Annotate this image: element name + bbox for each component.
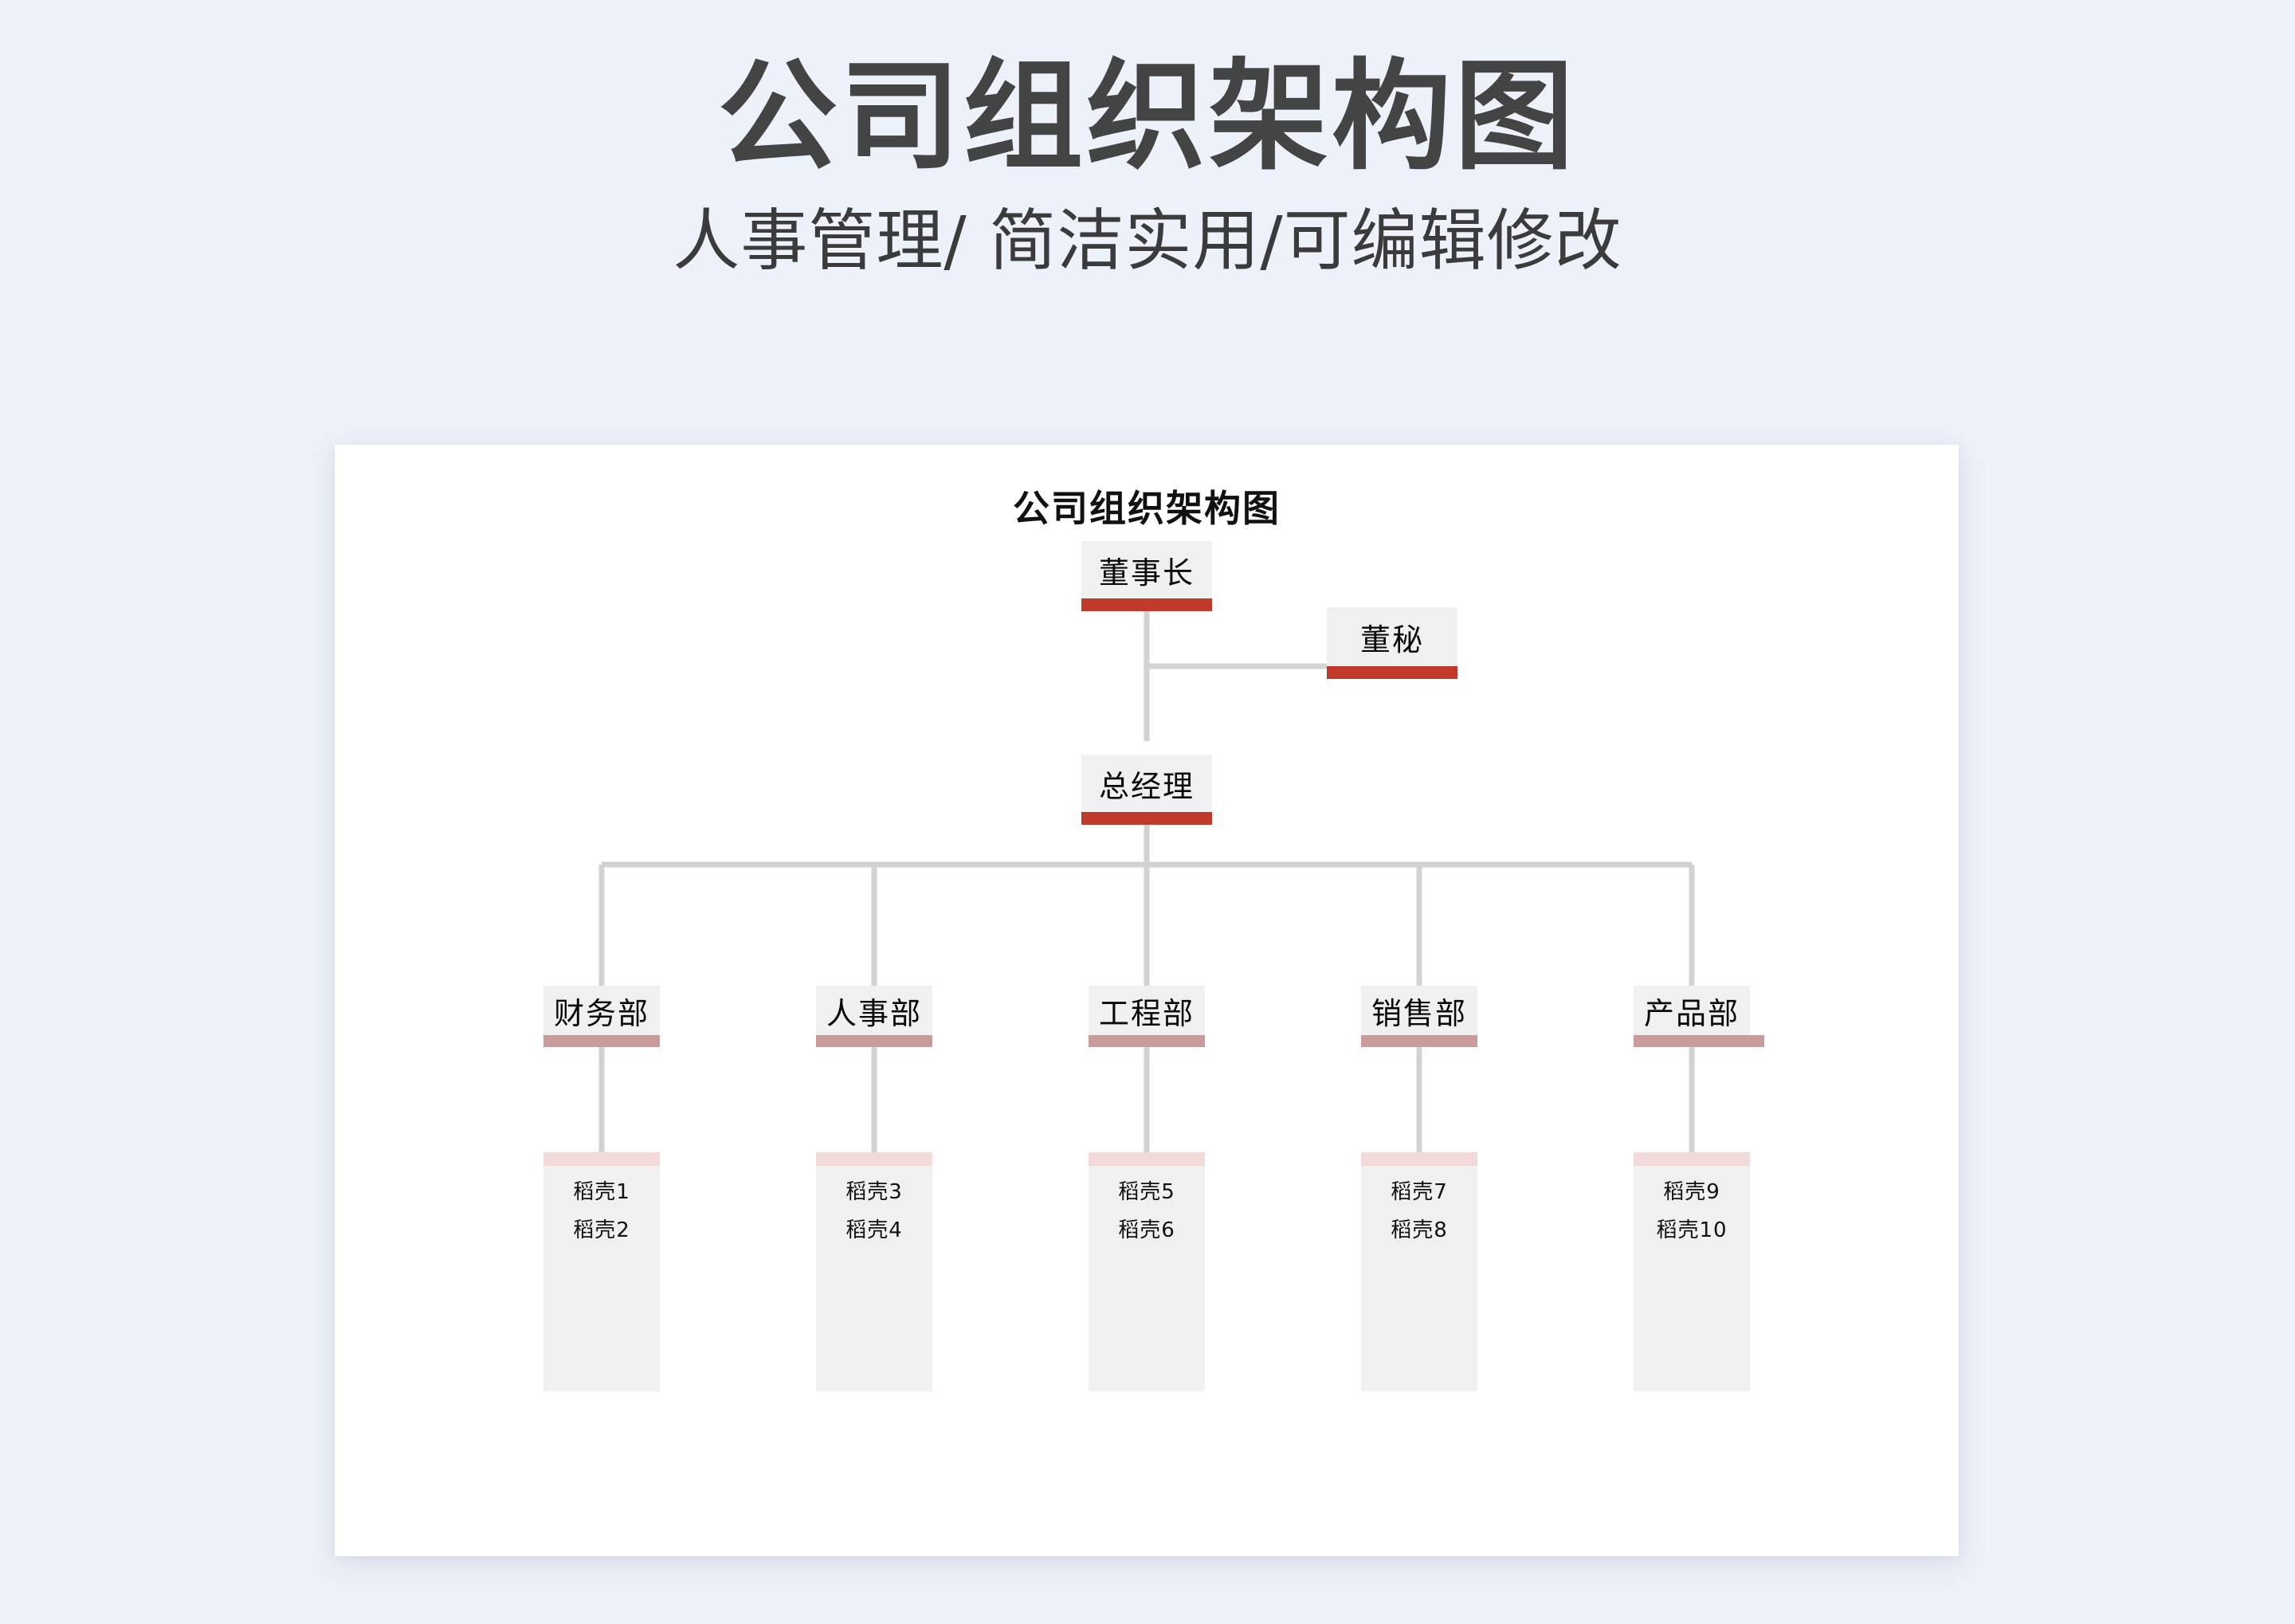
staff-list-hr: 稻壳3 稻壳4 <box>816 1166 932 1241</box>
node-department-hr-label: 人事部 <box>826 995 922 1031</box>
staff-panel-sales-accent-bar <box>1361 1152 1477 1166</box>
page-subtitle: 人事管理/ 简洁实用/可编辑修改 <box>673 202 1622 280</box>
node-chairman-label: 董事长 <box>1098 555 1195 590</box>
node-department-engineering[interactable]: 工程部 <box>1089 986 1205 1035</box>
node-department-sales-accent-bar <box>1361 1035 1477 1047</box>
node-department-finance[interactable]: 财务部 <box>543 986 660 1035</box>
staff-list-product: 稻壳9 稻壳10 <box>1634 1166 1750 1241</box>
node-general-manager-accent-bar <box>1081 812 1212 825</box>
node-secretary-accent-bar <box>1327 666 1457 679</box>
staff-item: 稻壳9 <box>1663 1180 1720 1204</box>
node-department-hr-accent-bar <box>816 1035 932 1047</box>
node-department-engineering-accent-bar <box>1089 1035 1205 1047</box>
staff-item: 稻壳6 <box>1118 1218 1175 1242</box>
node-department-product-accent-bar <box>1634 1035 1764 1047</box>
staff-panel-engineering-accent-bar <box>1089 1152 1205 1166</box>
node-chairman-accent-bar <box>1081 598 1212 611</box>
staff-item: 稻壳5 <box>1118 1180 1175 1204</box>
chart-title: 公司组织架构图 <box>1013 487 1281 530</box>
org-chart-diagram: 董事长 董秘 总经理 财务部 人事部 工程部 销售部 产品部 <box>335 445 1959 1556</box>
staff-list-engineering: 稻壳5 稻壳6 <box>1089 1166 1205 1241</box>
staff-panel-product-accent-bar <box>1634 1152 1750 1166</box>
page-title: 公司组织架构图 <box>717 48 1577 186</box>
node-secretary[interactable]: 董秘 <box>1327 607 1457 666</box>
staff-panel-hr[interactable]: 稻壳3 稻壳4 <box>816 1166 932 1391</box>
staff-list-finance: 稻壳1 稻壳2 <box>543 1166 660 1241</box>
staff-panel-sales[interactable]: 稻壳7 稻壳8 <box>1361 1166 1477 1391</box>
staff-panel-finance-accent-bar <box>543 1152 660 1166</box>
staff-item: 稻壳8 <box>1391 1218 1448 1242</box>
staff-item: 稻壳10 <box>1656 1218 1728 1242</box>
staff-panel-hr-accent-bar <box>816 1152 932 1166</box>
node-department-product-label: 产品部 <box>1643 995 1740 1031</box>
staff-list-sales: 稻壳7 稻壳8 <box>1361 1166 1477 1241</box>
node-secretary-label: 董秘 <box>1359 622 1424 657</box>
staff-panel-product[interactable]: 稻壳9 稻壳10 <box>1634 1166 1750 1391</box>
node-general-manager-label: 总经理 <box>1098 768 1195 804</box>
staff-item: 稻壳7 <box>1391 1180 1448 1204</box>
org-chart-card: 公司组织架构图 <box>335 445 1959 1556</box>
staff-item: 稻壳4 <box>845 1218 903 1242</box>
poster-header: 公司组织架构图 人事管理/ 简洁实用/可编辑修改 <box>0 0 2295 277</box>
staff-panel-finance[interactable]: 稻壳1 稻壳2 <box>543 1166 660 1391</box>
node-department-engineering-label: 工程部 <box>1098 995 1195 1031</box>
node-department-product[interactable]: 产品部 <box>1634 986 1750 1035</box>
node-department-finance-label: 财务部 <box>553 995 649 1031</box>
node-department-sales-label: 销售部 <box>1371 995 1467 1031</box>
staff-item: 稻壳2 <box>573 1218 630 1242</box>
node-department-hr[interactable]: 人事部 <box>816 986 932 1035</box>
node-general-manager[interactable]: 总经理 <box>1081 755 1212 812</box>
node-chairman[interactable]: 董事长 <box>1081 541 1212 598</box>
staff-panel-engineering[interactable]: 稻壳5 稻壳6 <box>1089 1166 1205 1391</box>
node-department-sales[interactable]: 销售部 <box>1361 986 1477 1035</box>
staff-item: 稻壳3 <box>845 1180 903 1204</box>
staff-item: 稻壳1 <box>573 1180 630 1204</box>
node-department-finance-accent-bar <box>543 1035 660 1047</box>
